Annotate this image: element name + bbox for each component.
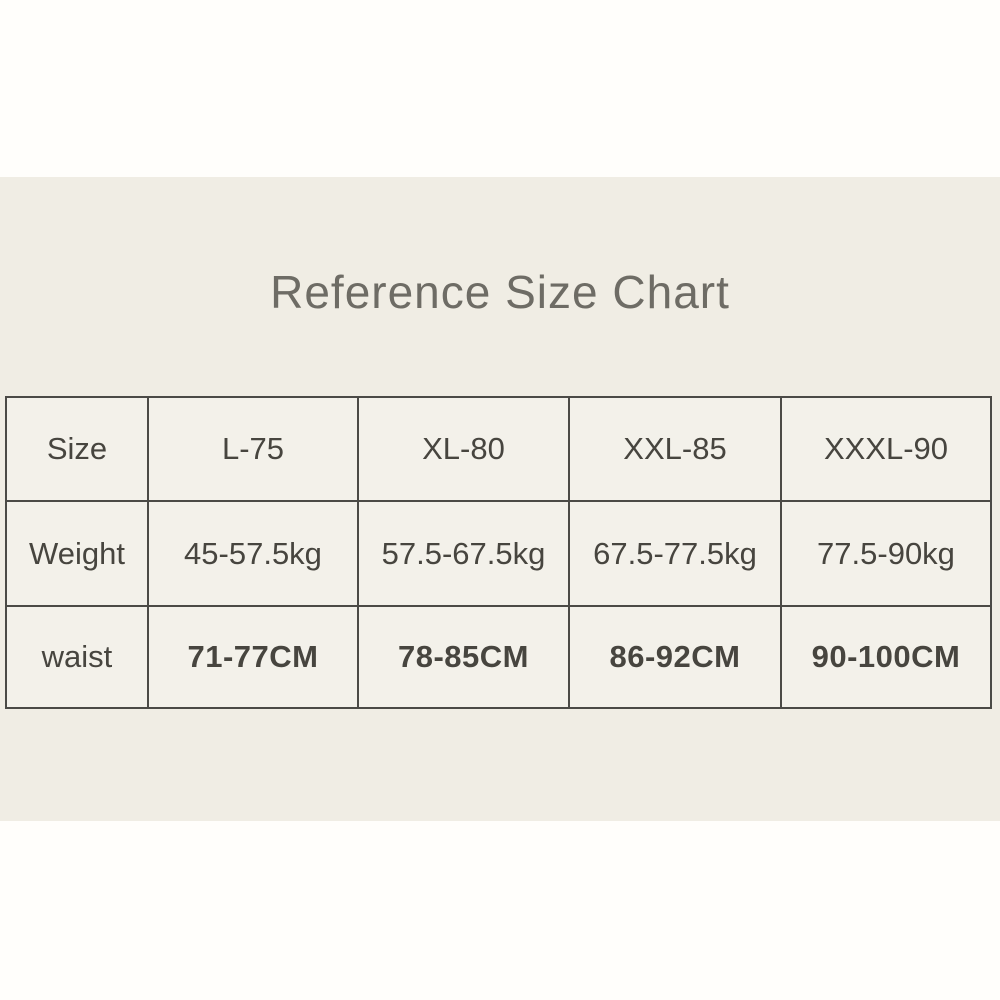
weight-value-xxxl: 77.5-90kg bbox=[780, 500, 992, 607]
table-row-waist: waist 71-77CM 78-85CM 86-92CM 90-100CM bbox=[5, 605, 992, 709]
waist-value-xl: 78-85CM bbox=[357, 605, 570, 709]
header-cell-xxxl90: XXXL-90 bbox=[780, 396, 992, 502]
waist-value-xxl: 86-92CM bbox=[568, 605, 782, 709]
header-cell-xl80: XL-80 bbox=[357, 396, 570, 502]
row-label-weight: Weight bbox=[5, 500, 149, 607]
weight-value-xl: 57.5-67.5kg bbox=[357, 500, 570, 607]
page-title: Reference Size Chart bbox=[270, 266, 730, 318]
waist-value-xxxl: 90-100CM bbox=[780, 605, 992, 709]
table-row-weight: Weight 45-57.5kg 57.5-67.5kg 67.5-77.5kg… bbox=[5, 500, 992, 607]
header-cell-l75: L-75 bbox=[147, 396, 359, 502]
waist-value-l: 71-77CM bbox=[147, 605, 359, 709]
header-cell-size: Size bbox=[5, 396, 149, 502]
row-label-waist: waist bbox=[5, 605, 149, 709]
table-row-header: Size L-75 XL-80 XXL-85 XXXL-90 bbox=[5, 396, 992, 502]
size-chart-table: Size L-75 XL-80 XXL-85 XXXL-90 Weight 45… bbox=[5, 396, 992, 709]
weight-value-xxl: 67.5-77.5kg bbox=[568, 500, 782, 607]
header-cell-xxl85: XXL-85 bbox=[568, 396, 782, 502]
weight-value-l: 45-57.5kg bbox=[147, 500, 359, 607]
